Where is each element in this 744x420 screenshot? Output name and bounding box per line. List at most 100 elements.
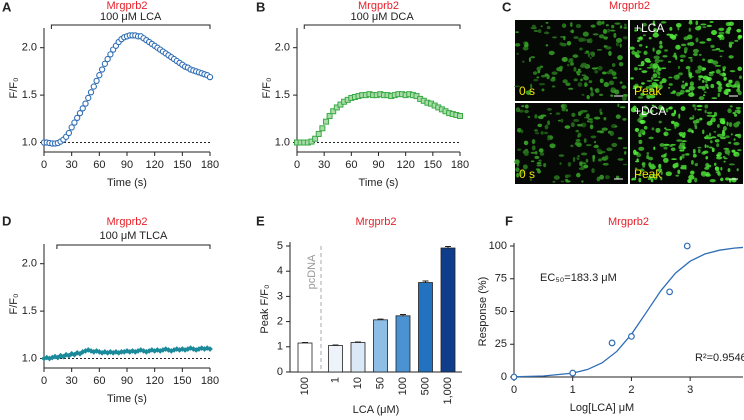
stimulus-label: 100 μM DCA [351, 11, 415, 23]
bar [350, 342, 366, 373]
cell [688, 92, 695, 97]
error-bar [400, 314, 406, 316]
cell [559, 65, 563, 70]
panel-letter: F [505, 213, 513, 228]
cell [733, 113, 738, 117]
cell [684, 82, 688, 87]
cell [658, 107, 664, 110]
cell [673, 74, 680, 80]
cell [566, 40, 572, 46]
cell [618, 61, 624, 67]
data-point [104, 55, 111, 63]
cell [643, 50, 648, 56]
cell [638, 133, 642, 138]
x-axis-label: LCA (μM) [353, 404, 400, 416]
cell [580, 110, 584, 115]
cell [614, 22, 621, 25]
y-axis-label: Peak F/F₀ [259, 284, 271, 333]
data-point [74, 114, 81, 122]
cell [660, 176, 663, 181]
stimulus-label: 100 μM LCA [100, 11, 162, 23]
cell [619, 81, 623, 84]
cell [575, 23, 582, 29]
x-tick-label: 0 [294, 159, 300, 171]
cell [549, 112, 552, 115]
cell [725, 88, 731, 91]
cell [722, 125, 727, 131]
y-axis-label: F/F₀ [261, 77, 273, 98]
cell [630, 107, 637, 113]
cell [721, 131, 726, 137]
x-tick-label: 60 [345, 159, 357, 171]
cell [688, 72, 693, 77]
stimulus-bracket [50, 24, 211, 29]
cell [699, 117, 703, 121]
cell [544, 124, 549, 130]
cell [658, 120, 662, 124]
cell [581, 93, 585, 96]
cell [530, 83, 533, 89]
cell [622, 118, 627, 121]
cell [706, 121, 713, 126]
data-point [322, 118, 329, 125]
cell [576, 142, 581, 146]
cell [651, 163, 655, 167]
x-axis-label: Log[LCA] μM [570, 402, 634, 414]
cell [514, 159, 520, 165]
cell [547, 120, 550, 126]
data-point [107, 51, 114, 58]
cell [634, 83, 639, 87]
cell [563, 36, 566, 41]
cell [712, 60, 719, 65]
cell [711, 147, 715, 153]
cell [674, 162, 679, 166]
cell [702, 58, 706, 61]
cell [719, 55, 723, 58]
cell [692, 153, 697, 158]
cell [737, 84, 741, 90]
cell [673, 52, 677, 58]
y-axis-label: F/F₀ [8, 293, 20, 314]
cell [689, 83, 694, 86]
cell [635, 160, 640, 163]
cell [706, 76, 712, 82]
cell [639, 119, 646, 124]
cell [710, 117, 716, 123]
cell [706, 114, 713, 117]
cell [559, 42, 564, 46]
cell [681, 140, 687, 143]
cell [711, 71, 715, 73]
cell [580, 64, 585, 68]
cell [697, 108, 702, 111]
cell [641, 82, 645, 85]
cell [536, 164, 543, 167]
cell [719, 72, 724, 76]
cell [681, 154, 686, 156]
cell [689, 117, 694, 120]
fit-curve [513, 246, 744, 378]
cell [725, 177, 730, 181]
cell [562, 79, 568, 84]
cell [576, 172, 581, 178]
cell [546, 107, 553, 111]
data-point [315, 130, 322, 137]
cell [649, 94, 656, 99]
cell [733, 142, 740, 146]
cell [533, 78, 539, 82]
cell [691, 130, 694, 134]
bar [328, 345, 343, 373]
cell [523, 152, 529, 156]
cell [670, 120, 675, 125]
cell [723, 89, 729, 95]
x-tick-label: 1 [570, 384, 576, 396]
x-tick-label: 150 [173, 375, 191, 387]
x-tick-label: 30 [318, 159, 330, 171]
cell [566, 63, 570, 67]
x-tick-label: 90 [372, 159, 384, 171]
cell [653, 105, 657, 108]
cell [727, 168, 731, 173]
cell [536, 76, 540, 79]
data-point [569, 369, 577, 377]
cell [586, 95, 590, 100]
cell [663, 143, 670, 146]
